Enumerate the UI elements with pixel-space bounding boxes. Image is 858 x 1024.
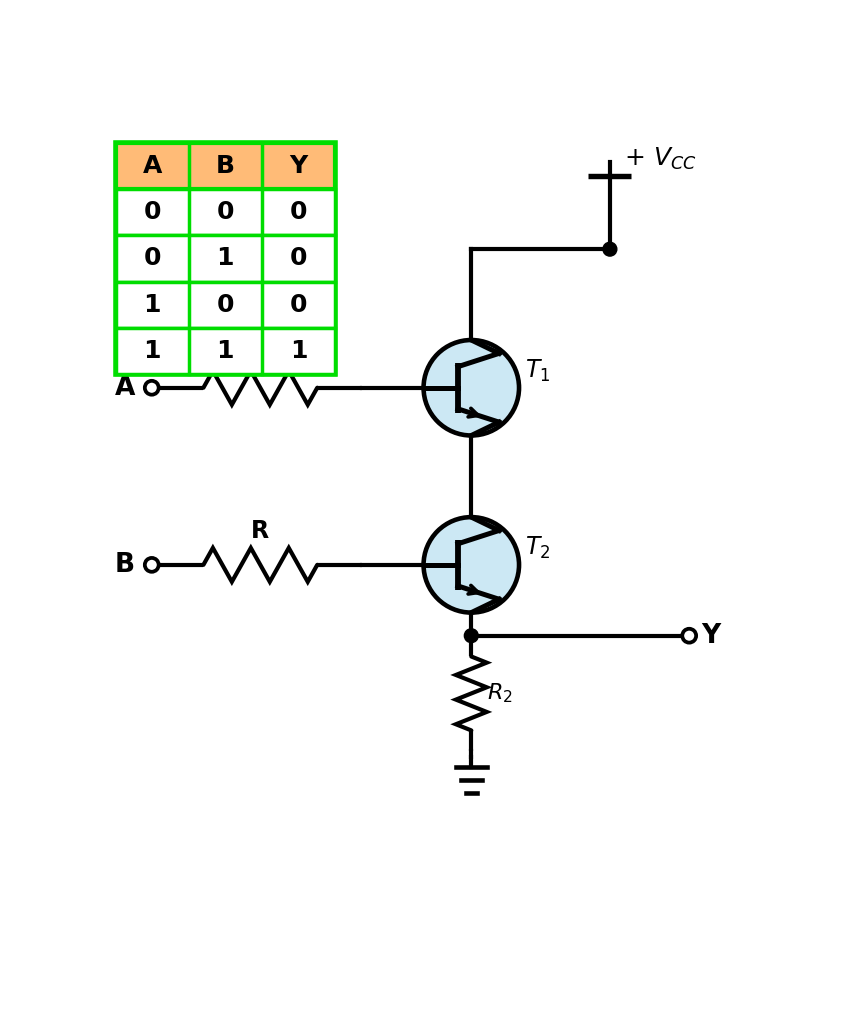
- Text: A: A: [142, 154, 162, 178]
- Text: 0: 0: [290, 201, 307, 224]
- Circle shape: [424, 340, 519, 435]
- FancyBboxPatch shape: [116, 143, 335, 374]
- Text: 1: 1: [216, 339, 234, 362]
- Circle shape: [145, 381, 159, 394]
- Text: 1: 1: [143, 339, 161, 362]
- Circle shape: [603, 243, 617, 256]
- FancyBboxPatch shape: [116, 328, 335, 374]
- Text: 0: 0: [143, 247, 161, 270]
- Text: 1: 1: [290, 339, 307, 362]
- Text: Y: Y: [289, 154, 307, 178]
- FancyBboxPatch shape: [116, 143, 335, 189]
- Text: 0: 0: [290, 293, 307, 316]
- FancyBboxPatch shape: [116, 282, 335, 328]
- Text: 0: 0: [216, 293, 234, 316]
- Text: A: A: [114, 375, 135, 400]
- Text: B: B: [115, 552, 135, 578]
- Text: $T_1$: $T_1$: [525, 357, 551, 384]
- Text: R: R: [251, 519, 269, 544]
- Text: R: R: [251, 342, 269, 367]
- Text: $+\ V_{CC}$: $+\ V_{CC}$: [624, 146, 697, 172]
- Text: 0: 0: [216, 201, 234, 224]
- Circle shape: [424, 517, 519, 612]
- Text: $T_2$: $T_2$: [525, 535, 551, 561]
- Circle shape: [682, 629, 696, 643]
- Text: 0: 0: [290, 247, 307, 270]
- Circle shape: [145, 558, 159, 571]
- Circle shape: [464, 629, 478, 643]
- Text: B: B: [215, 154, 235, 178]
- Text: 0: 0: [143, 201, 161, 224]
- Text: $R_2$: $R_2$: [486, 682, 512, 706]
- Text: Y: Y: [701, 623, 720, 648]
- Text: 1: 1: [143, 293, 161, 316]
- FancyBboxPatch shape: [116, 236, 335, 282]
- FancyBboxPatch shape: [116, 189, 335, 236]
- Text: 1: 1: [216, 247, 234, 270]
